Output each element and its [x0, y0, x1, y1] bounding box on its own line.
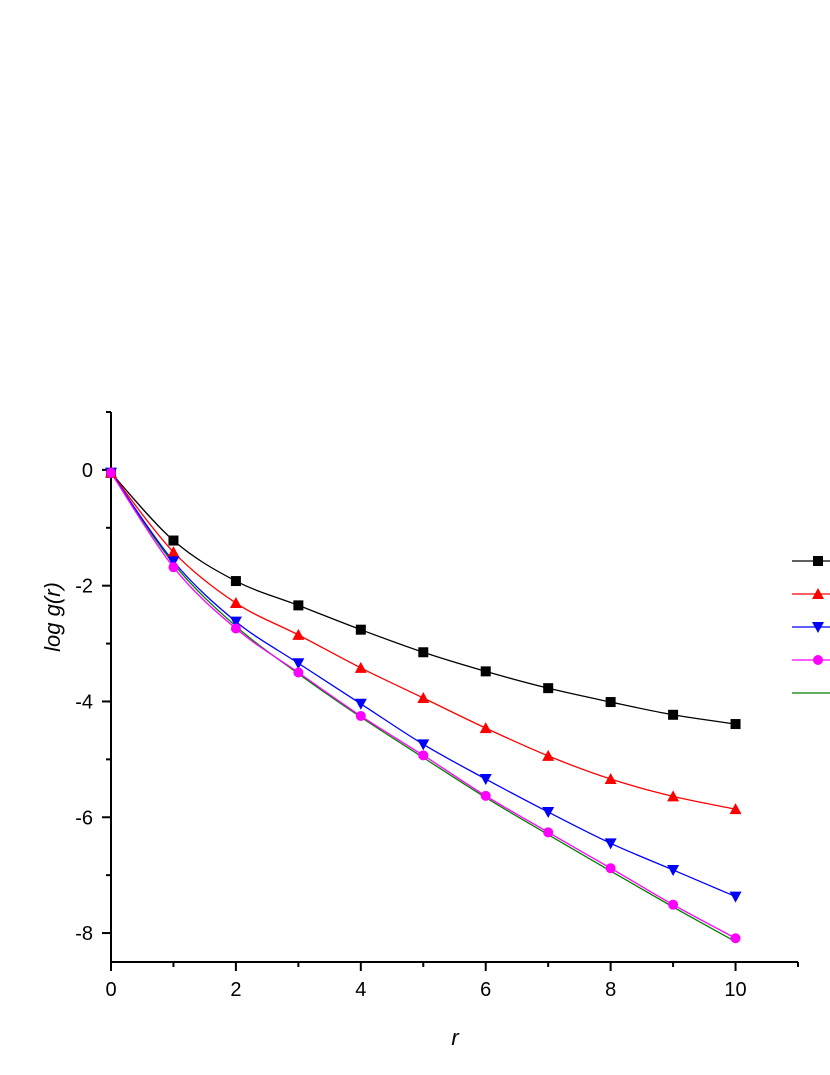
data-point-series-4	[543, 827, 554, 838]
data-point-series-2	[604, 773, 617, 785]
data-point-series-4	[168, 562, 179, 573]
data-point-series-1	[730, 719, 741, 730]
legend-marker-1	[813, 556, 823, 566]
data-point-series-2	[229, 597, 242, 609]
data-point-series-3	[729, 891, 742, 903]
y-axis-title: log g(r)	[40, 582, 65, 652]
data-point-series-2	[417, 692, 430, 703]
data-point-series-4	[106, 467, 116, 478]
series-line-3	[110, 472, 736, 898]
data-point-series-2	[542, 749, 555, 761]
data-point-series-4	[418, 750, 429, 761]
data-point-series-3	[292, 658, 305, 670]
y-tick-label: -8	[75, 923, 93, 945]
data-point-series-4	[355, 710, 366, 721]
legend-marker-3	[812, 622, 824, 633]
data-point-series-1	[668, 709, 679, 720]
data-point-series-3	[542, 807, 555, 819]
x-tick-label: 8	[605, 979, 616, 1001]
data-point-series-3	[229, 616, 242, 628]
data-point-series-3	[417, 739, 430, 751]
data-point-series-1	[480, 666, 491, 677]
data-point-series-2	[167, 546, 180, 558]
series-line-1	[110, 472, 736, 725]
legend-marker-4	[813, 655, 823, 665]
legend-marker-2	[812, 588, 824, 599]
data-point-series-4	[230, 623, 241, 634]
data-point-series-2	[479, 722, 492, 734]
y-tick-label: -6	[75, 807, 93, 829]
y-tick-label: -4	[75, 691, 93, 713]
legend	[792, 556, 830, 694]
data-point-series-3	[354, 698, 367, 710]
x-tick-label: 4	[355, 979, 366, 1001]
data-point-series-2	[667, 790, 680, 802]
axes	[110, 412, 798, 963]
data-point-series-3	[604, 838, 617, 850]
series-line-2	[110, 472, 736, 810]
ticks: 0 2 4 6 8 10 0 -2 -4 -6 -8	[75, 411, 799, 1001]
data-point-series-2	[354, 661, 367, 673]
data-point-series-4	[730, 933, 741, 944]
data-point-series-2	[729, 803, 742, 815]
data-point-series-3	[167, 556, 180, 568]
y-tick-label: -2	[75, 576, 93, 598]
data-point-series-1	[168, 535, 179, 546]
data-point-series-4	[605, 863, 616, 874]
data-point-series-3	[667, 864, 680, 876]
data-point-series-4	[293, 667, 304, 678]
x-tick-label: 2	[230, 979, 241, 1001]
data-point-series-2	[292, 628, 305, 640]
series-line-4	[110, 472, 736, 939]
x-tick-label: 6	[480, 979, 491, 1001]
x-tick-label: 10	[724, 979, 746, 1001]
series-line-5	[110, 472, 736, 943]
data-point-series-1	[230, 576, 241, 587]
data-point-series-1	[543, 683, 554, 694]
y-tick-label: 0	[82, 460, 93, 482]
series-markers	[105, 466, 742, 944]
data-point-series-1	[355, 624, 366, 635]
x-tick-label: 0	[105, 979, 116, 1001]
x-axis-title: r	[451, 1025, 460, 1050]
data-point-series-3	[479, 774, 492, 786]
data-point-series-1	[293, 600, 304, 611]
data-point-series-1	[418, 647, 429, 658]
data-point-series-4	[668, 899, 679, 910]
series-lines	[110, 472, 736, 943]
data-point-series-4	[480, 790, 491, 801]
data-point-series-1	[605, 697, 616, 708]
